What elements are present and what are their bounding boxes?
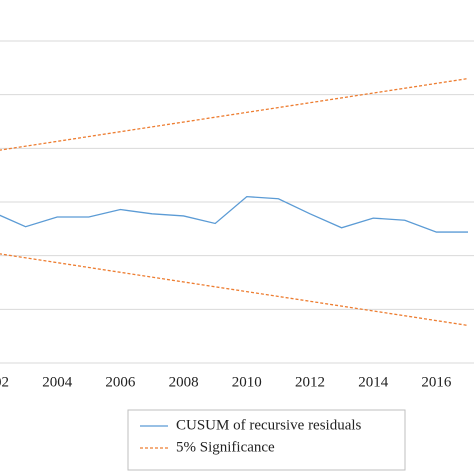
x-tick-label: 2002 [0, 374, 9, 390]
line [0, 195, 468, 233]
x-tick-label: 2016 [421, 374, 452, 390]
upper-bound-line [0, 77, 469, 151]
legend-label: CUSUM of recursive residuals [176, 417, 362, 433]
x-tick-label: 2014 [358, 374, 389, 390]
legend-label: 5% Significance [176, 439, 275, 455]
x-tick-label: 2012 [295, 374, 325, 390]
x-tick-label: 2010 [232, 374, 262, 390]
x-tick-label: 2004 [42, 374, 73, 390]
x-tick-label: 2006 [105, 374, 136, 390]
lower-bound-line [0, 253, 469, 327]
x-tick-label: 2008 [169, 374, 199, 390]
legend-box [127, 409, 406, 471]
